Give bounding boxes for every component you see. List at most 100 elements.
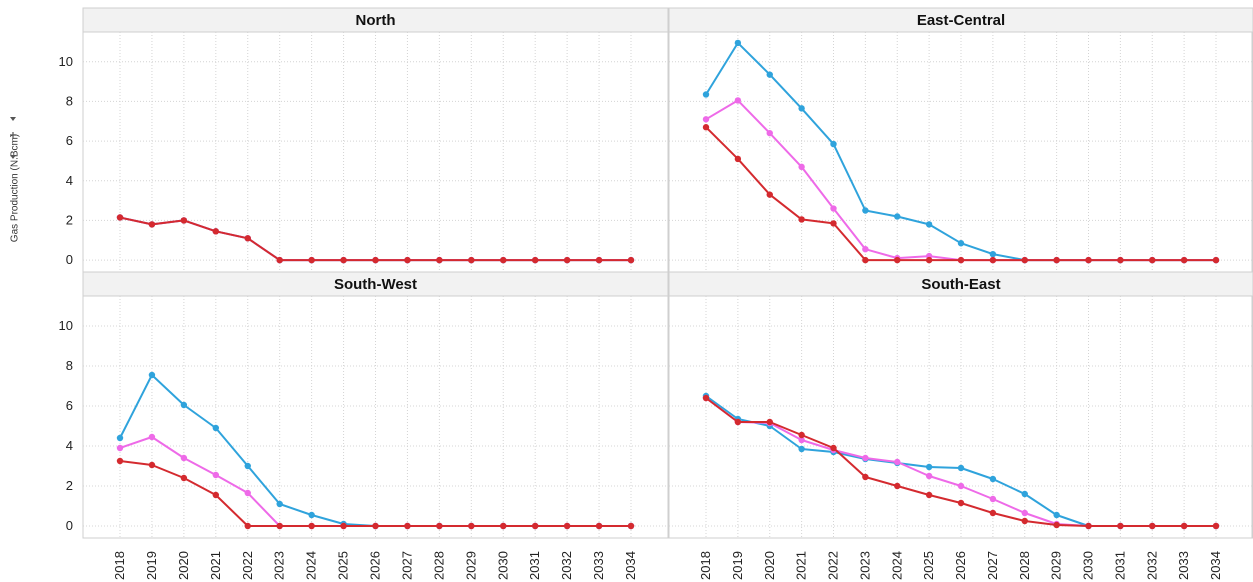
data-point	[894, 458, 901, 466]
y-tick-label: 10	[59, 318, 73, 333]
x-tick-label: 2030	[495, 551, 510, 580]
x-tick-label: 2021	[208, 551, 223, 580]
x-tick-label: 2033	[1176, 551, 1191, 580]
data-point	[957, 240, 965, 247]
y-tick-label: 0	[66, 252, 73, 267]
data-point	[989, 475, 997, 483]
x-tick-label: 2030	[1081, 551, 1096, 580]
data-point	[1053, 511, 1060, 519]
data-point	[148, 371, 156, 379]
x-tick-label: 2018	[112, 551, 127, 580]
data-point	[1149, 522, 1156, 530]
x-tick-label: 2019	[144, 551, 159, 580]
data-point	[116, 434, 124, 442]
y-tick-label: 8	[66, 93, 73, 108]
data-point	[531, 522, 539, 530]
data-point	[1117, 256, 1124, 264]
data-point	[957, 464, 965, 472]
data-point	[180, 474, 188, 482]
x-tick-label: 2025	[336, 551, 351, 580]
data-point	[734, 155, 742, 163]
data-point	[1180, 522, 1188, 530]
data-point	[180, 454, 188, 462]
data-point	[1053, 521, 1060, 529]
x-tick-label: 2026	[368, 551, 383, 580]
data-point	[212, 491, 220, 499]
data-point	[308, 256, 315, 264]
data-point	[212, 471, 220, 479]
data-point	[989, 509, 997, 517]
x-tick-label: 2018	[698, 551, 713, 580]
data-point	[148, 461, 156, 469]
chevron-down-icon	[10, 155, 16, 159]
data-point	[404, 256, 411, 264]
data-point	[244, 462, 251, 470]
x-tick-label: 2023	[272, 551, 287, 580]
x-tick-label: 2022	[240, 551, 255, 580]
y-tick-label: 8	[66, 358, 73, 373]
data-point	[500, 522, 507, 530]
panel-title: North	[356, 12, 396, 29]
data-point	[1021, 256, 1028, 264]
data-point	[244, 489, 251, 497]
data-point	[957, 256, 965, 264]
data-point	[989, 495, 997, 503]
data-point	[766, 418, 773, 426]
data-point	[436, 256, 443, 264]
x-tick-label: 2028	[1017, 551, 1032, 580]
x-tick-label: 2020	[176, 551, 191, 580]
x-tick-label: 2032	[1144, 551, 1159, 580]
data-point	[925, 491, 933, 499]
y-tick-label: 2	[66, 478, 73, 493]
data-point	[957, 482, 965, 490]
data-point	[1117, 522, 1124, 530]
x-tick-label: 2023	[857, 551, 872, 580]
data-point	[148, 221, 156, 228]
data-point	[372, 256, 379, 264]
panel-header	[668, 7, 1253, 33]
data-point	[276, 500, 283, 508]
x-tick-label: 2034	[623, 551, 638, 580]
data-point	[244, 522, 251, 530]
data-point	[798, 105, 805, 112]
data-point	[798, 163, 805, 171]
data-point	[925, 463, 933, 471]
data-point	[468, 522, 475, 530]
data-point	[116, 457, 124, 465]
x-tick-label: 2021	[794, 551, 809, 580]
data-point	[798, 445, 805, 453]
data-point	[340, 256, 347, 264]
plus-icon	[10, 132, 16, 138]
panel-east-central: East-Central	[668, 7, 1253, 273]
data-point	[148, 433, 156, 441]
data-point	[1212, 522, 1220, 530]
data-point	[798, 431, 805, 439]
data-point	[1021, 517, 1028, 525]
data-point	[372, 522, 379, 530]
data-point	[1180, 256, 1188, 264]
data-point	[276, 256, 283, 264]
data-point	[702, 91, 710, 98]
data-point	[925, 472, 933, 480]
data-point	[1021, 509, 1028, 517]
data-point	[500, 256, 507, 264]
data-point	[894, 213, 901, 220]
panel-south-east: South-East 2018 2019 2020 2021 2022 2023 2024 20…	[668, 271, 1253, 580]
panel-header	[82, 271, 669, 297]
data-point	[595, 522, 603, 530]
data-point	[1053, 256, 1060, 264]
y-tick-label: 2	[66, 212, 73, 227]
data-point	[1085, 522, 1092, 530]
x-tick-label: 2028	[431, 551, 446, 580]
data-point	[1085, 256, 1092, 264]
data-point	[180, 217, 188, 224]
data-point	[957, 499, 965, 507]
x-tick-label: 2020	[762, 551, 777, 580]
data-point	[894, 256, 901, 264]
data-point	[180, 401, 188, 409]
data-point	[702, 116, 710, 123]
data-point	[862, 454, 869, 462]
data-point	[862, 256, 869, 264]
data-point	[766, 191, 773, 198]
